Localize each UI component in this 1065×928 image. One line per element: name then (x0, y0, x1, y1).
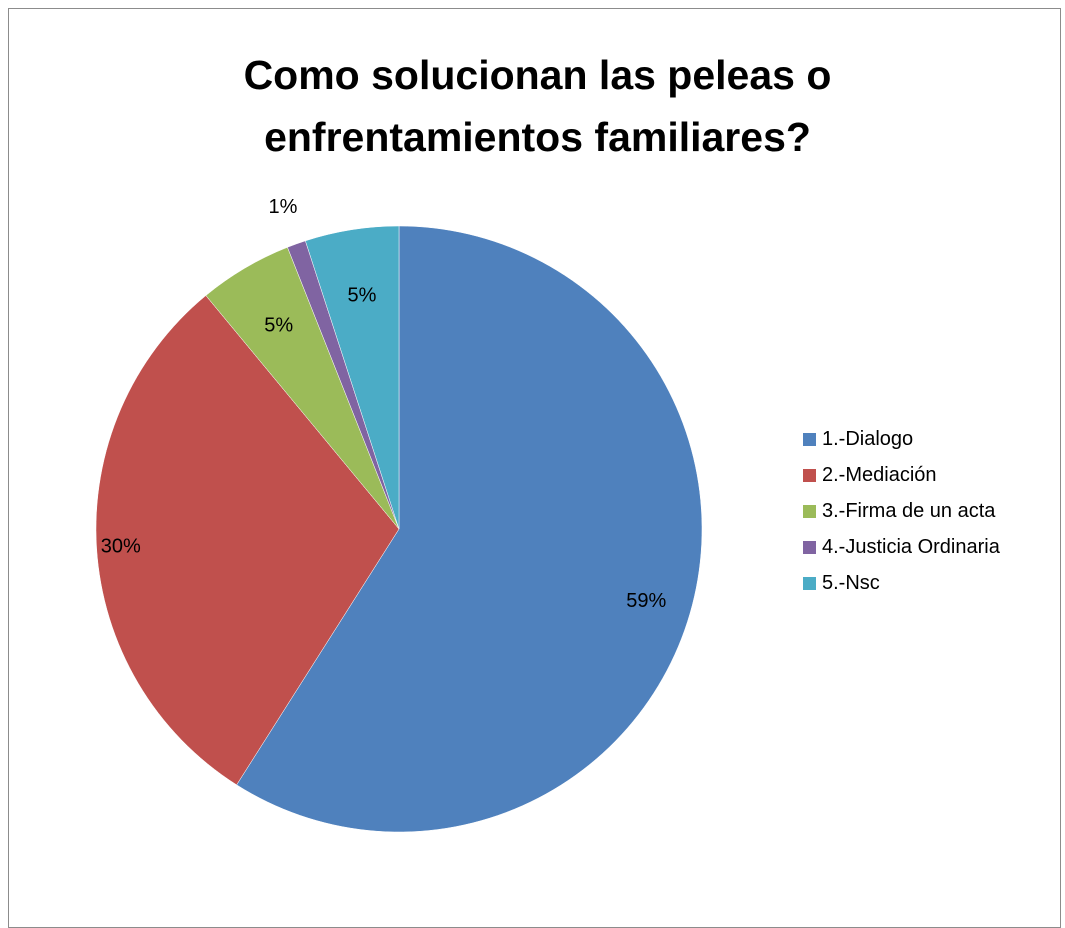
pie-slice-mediacion (95, 295, 400, 786)
legend-label-dialogo: 1.-Dialogo (822, 427, 914, 450)
legend-swatch-mediacion (803, 468, 816, 482)
legend-label-justicia-ordinaria: 4.-Justicia Ordinaria (822, 535, 1000, 558)
chart-title-line-1: Como solucionan las peleas o (243, 52, 832, 98)
legend-swatch-dialogo (803, 432, 816, 446)
data-label-dialogo: 59% (626, 590, 666, 612)
legend-label-nsc: 5.-Nsc (822, 571, 880, 594)
legend-swatch-justicia-ordinaria (803, 540, 816, 554)
legend-item-nsc: 5.-Nsc (803, 565, 1000, 601)
data-label-nsc: 5% (348, 285, 377, 307)
legend-item-justicia-ordinaria: 4.-Justicia Ordinaria (803, 529, 1000, 565)
pie-slice-nsc (305, 225, 400, 530)
data-label-mediacion: 30% (101, 536, 141, 558)
legend-label-firma-acta: 3.-Firma de un acta (822, 499, 996, 522)
data-label-justicia-ordinaria: 1% (269, 196, 298, 218)
legend-item-firma-acta: 3.-Firma de un acta (803, 493, 1000, 529)
legend-item-dialogo: 1.-Dialogo (803, 421, 1000, 457)
legend-swatch-nsc (803, 576, 816, 590)
legend-swatch-firma-acta (803, 504, 816, 518)
legend-item-mediacion: 2.-Mediación (803, 457, 1000, 493)
pie-chart: 59% 30% 5% 1% 5% (95, 196, 703, 833)
data-label-firma-acta: 5% (264, 315, 293, 337)
legend-label-mediacion: 2.-Mediación (822, 463, 937, 486)
chart-title: Como solucionan las peleas o enfrentamie… (0, 44, 1065, 168)
chart-title-line-2: enfrentamientos familiares? (264, 114, 811, 160)
pie-slice-dialogo (236, 225, 703, 833)
legend: 1.-Dialogo 2.-Mediación 3.-Firma de un a… (803, 421, 1000, 601)
